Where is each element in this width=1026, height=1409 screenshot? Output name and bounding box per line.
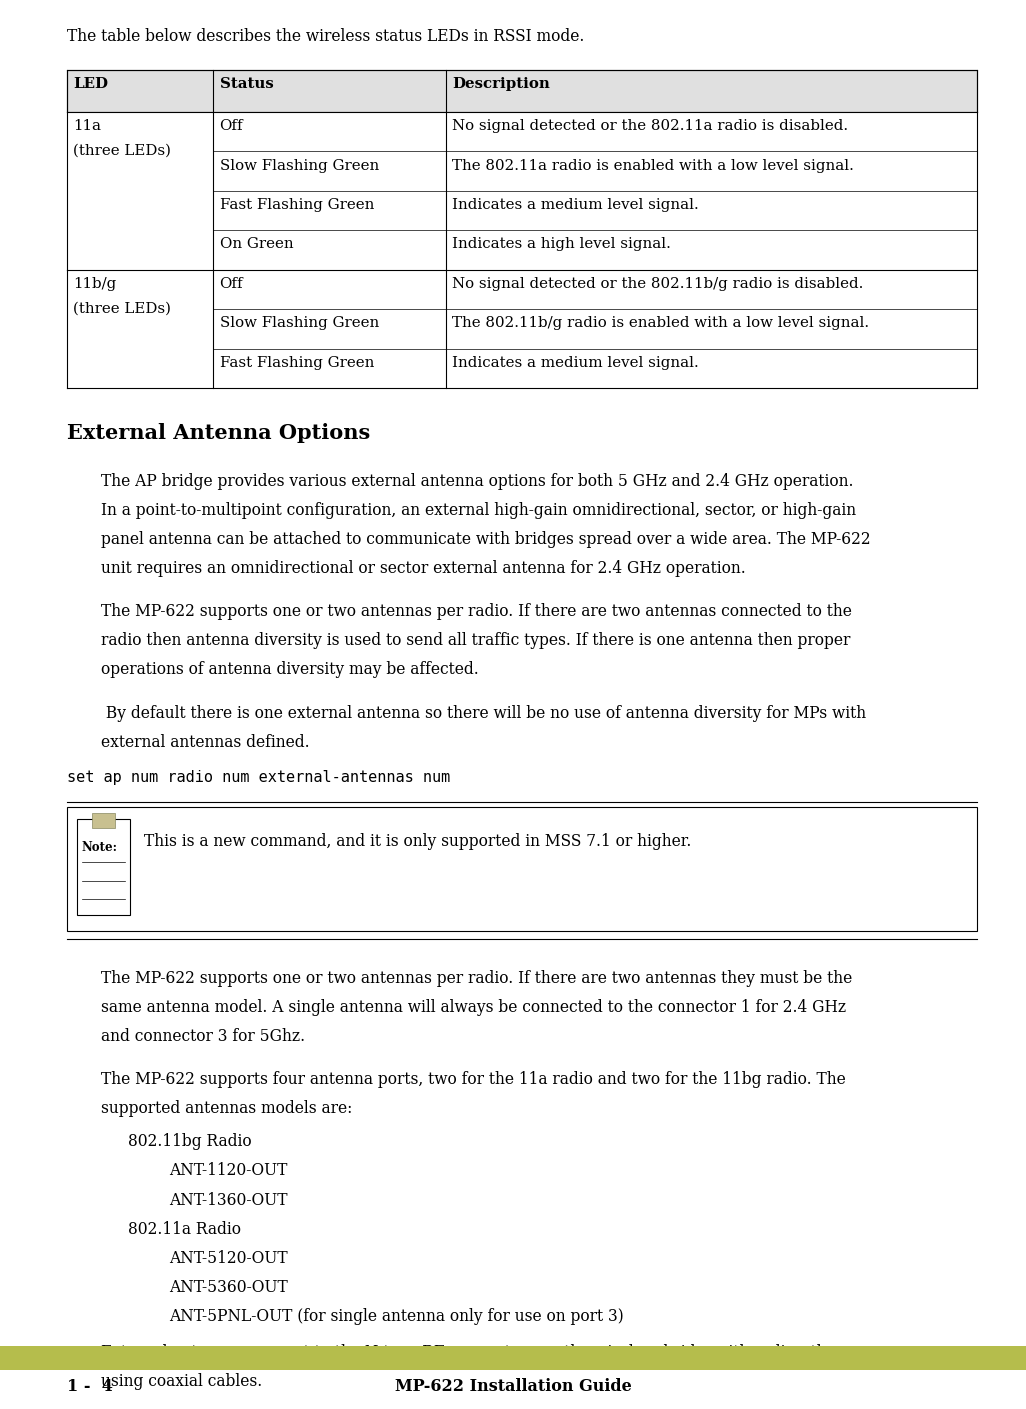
Text: The MP-622 supports one or two antennas per radio. If there are two antennas the: The MP-622 supports one or two antennas … <box>101 969 852 986</box>
Text: Description: Description <box>452 76 550 90</box>
Bar <box>213 111 977 151</box>
Text: (three LEDs): (three LEDs) <box>73 144 170 158</box>
Text: 802.11bg Radio: 802.11bg Radio <box>128 1133 251 1150</box>
Bar <box>0 1346 1026 1370</box>
Text: Slow Flashing Green: Slow Flashing Green <box>220 317 379 330</box>
Text: unit requires an omnidirectional or sector external antenna for 2.4 GHz operatio: unit requires an omnidirectional or sect… <box>101 559 745 578</box>
Text: Status: Status <box>220 76 273 90</box>
Text: In a point-to-multipoint configuration, an external high-gain omnidirectional, s: In a point-to-multipoint configuration, … <box>101 502 856 519</box>
Bar <box>213 192 977 231</box>
Text: External antennas connect to the N-type RF connectors on the wireless bridge eit: External antennas connect to the N-type … <box>101 1344 852 1361</box>
Bar <box>67 807 977 931</box>
Text: On Green: On Green <box>220 237 293 251</box>
Text: This is a new command, and it is only supported in MSS 7.1 or higher.: This is a new command, and it is only su… <box>144 833 692 850</box>
Text: Fast Flashing Green: Fast Flashing Green <box>220 355 373 369</box>
Text: The table below describes the wireless status LEDs in RSSI mode.: The table below describes the wireless s… <box>67 28 584 45</box>
Text: No signal detected or the 802.11a radio is disabled.: No signal detected or the 802.11a radio … <box>452 120 849 132</box>
Text: supported antennas models are:: supported antennas models are: <box>101 1100 352 1117</box>
Text: same antenna model. A single antenna will always be connected to the connector 1: same antenna model. A single antenna wil… <box>101 999 845 1016</box>
Text: The MP-622 supports one or two antennas per radio. If there are two antennas con: The MP-622 supports one or two antennas … <box>101 603 852 620</box>
Text: 11b/g: 11b/g <box>73 276 116 290</box>
Text: Slow Flashing Green: Slow Flashing Green <box>220 159 379 172</box>
Text: panel antenna can be attached to communicate with bridges spread over a wide are: panel antenna can be attached to communi… <box>101 531 870 548</box>
Text: By default there is one external antenna so there will be no use of antenna dive: By default there is one external antenna… <box>101 704 866 721</box>
Bar <box>77 819 130 914</box>
Bar <box>213 152 977 192</box>
Text: No signal detected or the 802.11b/g radio is disabled.: No signal detected or the 802.11b/g radi… <box>452 276 864 290</box>
Text: ANT-5PNL-OUT (for single antenna only for use on port 3): ANT-5PNL-OUT (for single antenna only fo… <box>169 1308 624 1324</box>
Text: Note:: Note: <box>81 841 117 854</box>
Text: 11a: 11a <box>73 120 101 132</box>
Text: ANT-5360-OUT: ANT-5360-OUT <box>169 1279 288 1296</box>
Text: LED: LED <box>73 76 108 90</box>
Text: and connector 3 for 5Ghz.: and connector 3 for 5Ghz. <box>101 1027 305 1044</box>
Bar <box>67 269 213 387</box>
Bar <box>67 111 213 269</box>
Bar <box>213 269 977 309</box>
Text: using coaxial cables.: using coaxial cables. <box>101 1374 262 1391</box>
Bar <box>213 309 977 348</box>
Text: radio then antenna diversity is used to send all traffic types. If there is one : radio then antenna diversity is used to … <box>101 633 850 650</box>
Text: Indicates a medium level signal.: Indicates a medium level signal. <box>452 355 699 369</box>
Text: Off: Off <box>220 120 243 132</box>
Text: The 802.11a radio is enabled with a low level signal.: The 802.11a radio is enabled with a low … <box>452 159 855 172</box>
Bar <box>92 813 115 828</box>
Text: ANT-5120-OUT: ANT-5120-OUT <box>169 1250 288 1267</box>
Text: External Antenna Options: External Antenna Options <box>67 423 370 444</box>
Text: Indicates a high level signal.: Indicates a high level signal. <box>452 237 671 251</box>
Text: Fast Flashing Green: Fast Flashing Green <box>220 197 373 211</box>
Text: set ap num radio num external-antennas num: set ap num radio num external-antennas n… <box>67 769 450 785</box>
Text: operations of antenna diversity may be affected.: operations of antenna diversity may be a… <box>101 661 478 678</box>
Text: 1 -  4: 1 - 4 <box>67 1378 113 1395</box>
Text: The 802.11b/g radio is enabled with a low level signal.: The 802.11b/g radio is enabled with a lo… <box>452 317 870 330</box>
Text: Off: Off <box>220 276 243 290</box>
Text: external antennas defined.: external antennas defined. <box>101 734 309 751</box>
Text: MP-622 Installation Guide: MP-622 Installation Guide <box>395 1378 631 1395</box>
Bar <box>213 348 977 389</box>
Text: ANT-1360-OUT: ANT-1360-OUT <box>169 1192 287 1209</box>
Text: The AP bridge provides various external antenna options for both 5 GHz and 2.4 G: The AP bridge provides various external … <box>101 473 853 490</box>
Text: Indicates a medium level signal.: Indicates a medium level signal. <box>452 197 699 211</box>
Text: ANT-1120-OUT: ANT-1120-OUT <box>169 1162 287 1179</box>
Bar <box>67 69 977 111</box>
Text: The MP-622 supports four antenna ports, two for the 11a radio and two for the 11: The MP-622 supports four antenna ports, … <box>101 1071 845 1088</box>
Bar <box>213 230 977 269</box>
Text: (three LEDs): (three LEDs) <box>73 302 170 316</box>
Text: 802.11a Radio: 802.11a Radio <box>128 1220 241 1237</box>
